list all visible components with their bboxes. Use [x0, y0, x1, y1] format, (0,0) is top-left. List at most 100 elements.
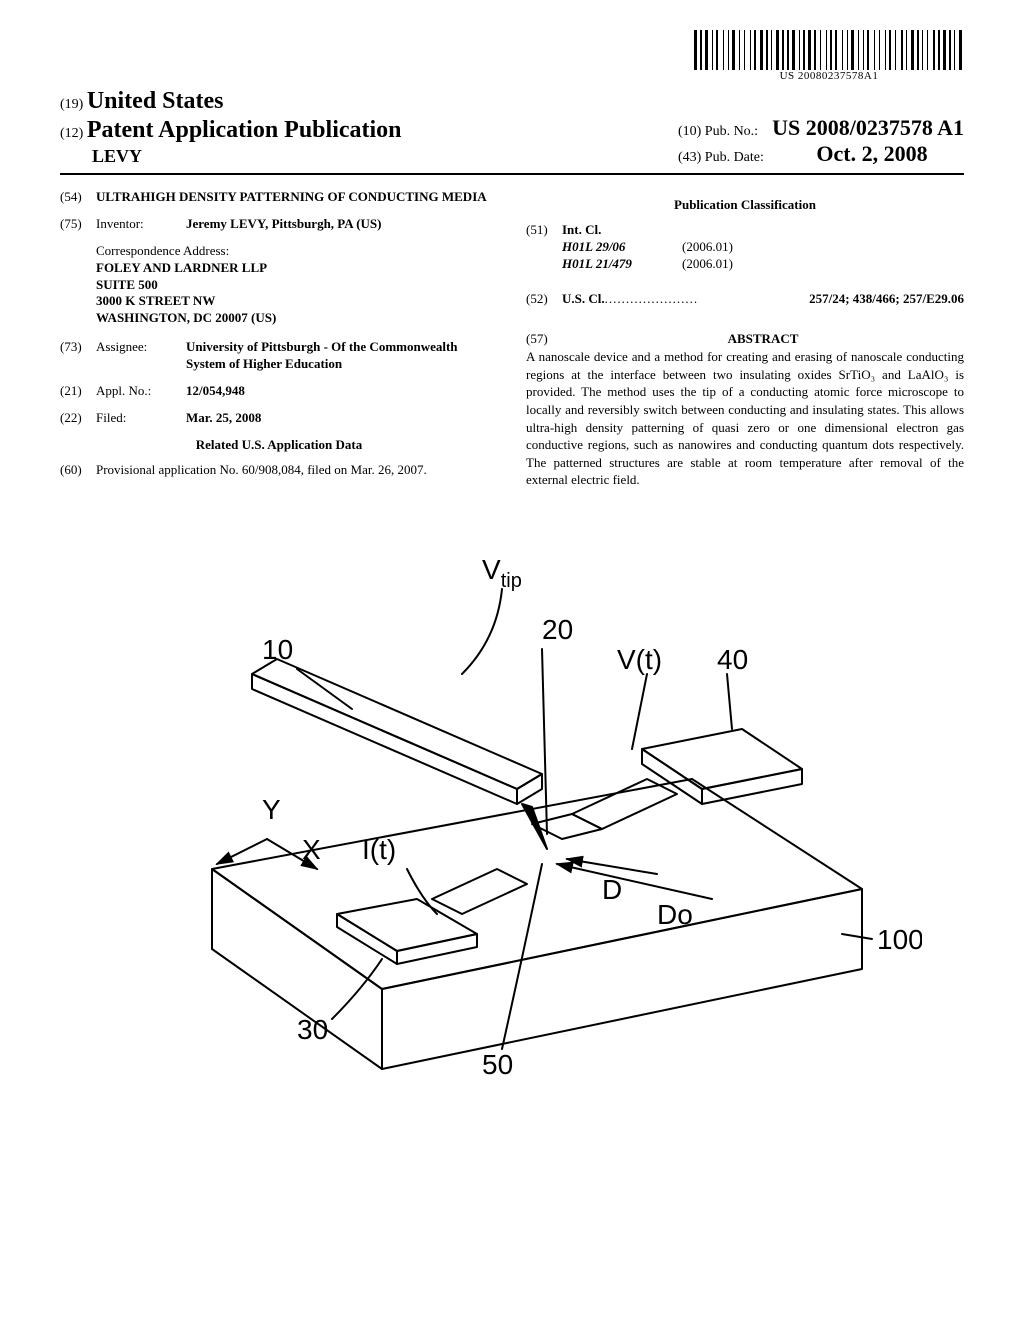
intcl-rows: H01L 29/06(2006.01)H01L 21/479(2006.01)	[562, 239, 964, 273]
pubdate-label: Pub. Date:	[705, 150, 764, 165]
label-20: 20	[542, 614, 573, 645]
abstract-text: A nanoscale device and a method for crea…	[526, 348, 964, 488]
code-57: (57)	[526, 331, 562, 348]
correspondence-block: Correspondence Address: FOLEY AND LARDNE…	[96, 243, 498, 327]
leader-100	[842, 934, 872, 939]
pubtype-line: (12) Patent Application Publication	[60, 117, 402, 144]
correspondence-lines: FOLEY AND LARDNER LLPSUITE 5003000 K STR…	[96, 260, 498, 328]
figure: Vtip 10 20 V(t) 40 Y X I(t) D Do 100 30 …	[60, 519, 964, 1084]
filed-value: Mar. 25, 2008	[186, 410, 498, 427]
leader-30	[332, 959, 382, 1019]
label-vt: V(t)	[617, 644, 662, 675]
pad-30-top	[337, 899, 477, 951]
label-it: I(t)	[362, 834, 396, 865]
applno-label: Appl. No.:	[96, 383, 186, 400]
pubno-line: (10) Pub. No.: US 2008/0237578 A1	[678, 115, 964, 141]
field-60: (60) Provisional application No. 60/908,…	[60, 462, 498, 479]
uscl-line: U.S. Cl. 257/24; 438/466; 257/E29.06	[562, 291, 964, 308]
correspondence-line: FOLEY AND LARDNER LLP	[96, 260, 498, 277]
intcl-code: H01L 29/06	[562, 239, 682, 256]
label-do: Do	[657, 899, 693, 930]
label-40: 40	[717, 644, 748, 675]
label-x: X	[302, 834, 321, 865]
header-left: (19) United States (12) Patent Applicati…	[60, 88, 402, 167]
code-21: (21)	[60, 383, 96, 400]
header-rule	[60, 173, 964, 175]
applno-value: 12/054,948	[186, 383, 498, 400]
assignee-label: Assignee:	[96, 339, 186, 373]
uscl-dots	[605, 291, 809, 308]
probe-tip	[522, 804, 547, 849]
filed-label: Filed:	[96, 410, 186, 427]
intcl-date: (2006.01)	[682, 256, 733, 273]
intcl-code: H01L 21/479	[562, 256, 682, 273]
figure-svg: Vtip 10 20 V(t) 40 Y X I(t) D Do 100 30 …	[102, 519, 922, 1079]
field-54: (54) ULTRAHIGH DENSITY PATTERNING OF CON…	[60, 189, 498, 206]
publication-number: US 2008/0237578 A1	[772, 115, 964, 140]
leader-vtip	[462, 589, 502, 674]
cantilever-side	[252, 674, 517, 804]
d-arrow	[567, 859, 657, 874]
biblio-columns: (54) ULTRAHIGH DENSITY PATTERNING OF CON…	[60, 189, 964, 489]
leader-40	[727, 674, 732, 729]
label-d: D	[602, 874, 622, 905]
publication-type: Patent Application Publication	[87, 117, 402, 143]
pad-30-front	[397, 934, 477, 964]
label-50: 50	[482, 1049, 513, 1079]
correspondence-label: Correspondence Address:	[96, 243, 498, 260]
label-30: 30	[297, 1014, 328, 1045]
code-43: (43)	[678, 150, 701, 165]
inventor-label: Inventor:	[96, 216, 186, 233]
pad-40-front	[702, 769, 802, 804]
country: United States	[87, 88, 224, 114]
related-heading: Related U.S. Application Data	[60, 437, 498, 454]
code-60: (60)	[60, 462, 96, 479]
figure-labels: Vtip 10 20 V(t) 40 Y X I(t) D Do 100 30 …	[262, 554, 922, 1079]
field-73: (73) Assignee: University of Pittsburgh …	[60, 339, 498, 373]
header-right: (10) Pub. No.: US 2008/0237578 A1 (43) P…	[678, 115, 964, 167]
left-column: (54) ULTRAHIGH DENSITY PATTERNING OF CON…	[60, 189, 498, 489]
code-75: (75)	[60, 216, 96, 233]
label-100: 100	[877, 924, 922, 955]
field-21: (21) Appl. No.: 12/054,948	[60, 383, 498, 400]
intcl-row: H01L 21/479(2006.01)	[562, 256, 964, 273]
intcl-date: (2006.01)	[682, 239, 733, 256]
label-10: 10	[262, 634, 293, 665]
code-22: (22)	[60, 410, 96, 427]
cantilever-front	[517, 774, 542, 804]
code-12: (12)	[60, 126, 83, 141]
code-10: (10)	[678, 124, 701, 139]
code-73: (73)	[60, 339, 96, 373]
correspondence-line: 3000 K STREET NW	[96, 293, 498, 310]
uscl-label: U.S. Cl.	[562, 291, 605, 308]
barcode-text: US 20080237578A1	[694, 70, 964, 82]
pubdate-line: (43) Pub. Date: Oct. 2, 2008	[678, 141, 964, 167]
barcode-bars	[694, 30, 964, 70]
applicant-name: LEVY	[92, 146, 402, 167]
label-y: Y	[262, 794, 281, 825]
field-22: (22) Filed: Mar. 25, 2008	[60, 410, 498, 427]
header: (19) United States (12) Patent Applicati…	[60, 88, 964, 167]
code-52: (52)	[526, 291, 562, 308]
field-57: (57) ABSTRACT	[526, 331, 964, 348]
inventor-value: Jeremy LEVY, Pittsburgh, PA (US)	[186, 216, 498, 233]
field-52: (52) U.S. Cl. 257/24; 438/466; 257/E29.0…	[526, 291, 964, 308]
invention-title: ULTRAHIGH DENSITY PATTERNING OF CONDUCTI…	[96, 189, 498, 206]
trace-30	[432, 869, 527, 914]
assignee-value: University of Pittsburgh - Of the Common…	[186, 339, 498, 373]
cantilever-top	[252, 659, 542, 789]
pubno-label: Pub. No.:	[705, 124, 758, 139]
pad-30-left	[337, 914, 397, 964]
intcl-label: Int. Cl.	[562, 222, 964, 239]
code-51: (51)	[526, 222, 562, 273]
uscl-value: 257/24; 438/466; 257/E29.06	[809, 291, 964, 308]
pubclass-heading: Publication Classification	[526, 197, 964, 214]
intcl-row: H01L 29/06(2006.01)	[562, 239, 964, 256]
field-51: (51) Int. Cl. H01L 29/06(2006.01)H01L 21…	[526, 222, 964, 273]
correspondence-line: SUITE 500	[96, 277, 498, 294]
provisional-value: Provisional application No. 60/908,084, …	[96, 462, 498, 479]
barcode: US 20080237578A1	[694, 30, 964, 82]
country-line: (19) United States	[60, 88, 402, 115]
code-19: (19)	[60, 97, 83, 112]
barcode-region: US 20080237578A1	[60, 30, 964, 84]
